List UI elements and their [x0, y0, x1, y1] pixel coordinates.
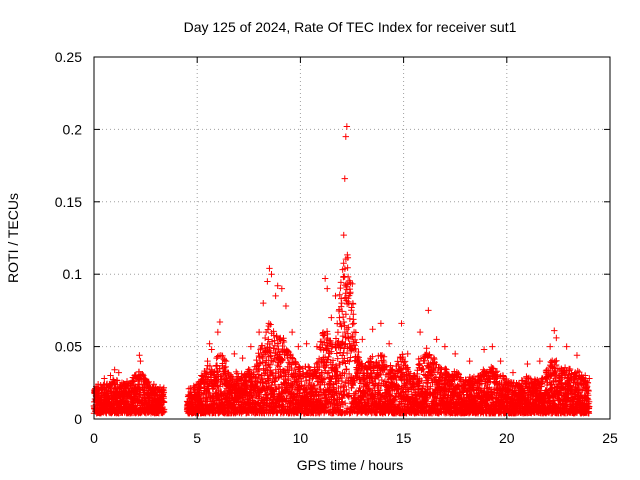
data-point	[219, 352, 226, 360]
data-point	[319, 329, 327, 336]
data-point	[130, 378, 137, 385]
data-point	[423, 345, 430, 352]
data-point	[347, 354, 354, 361]
data-point	[222, 363, 229, 371]
data-point	[333, 350, 340, 357]
grid-lines	[94, 57, 610, 419]
data-point	[214, 353, 221, 360]
data-points	[90, 123, 593, 417]
data-point	[160, 398, 168, 406]
data-point	[160, 406, 168, 413]
data-point	[200, 380, 207, 387]
data-point	[221, 357, 228, 364]
data-point	[261, 334, 269, 342]
data-point	[229, 373, 237, 381]
data-point	[160, 407, 167, 415]
data-point	[334, 329, 342, 336]
data-point	[208, 367, 216, 375]
data-point	[146, 383, 153, 391]
data-point	[219, 360, 226, 367]
data-point	[336, 314, 343, 321]
data-point	[326, 350, 333, 357]
data-point	[336, 291, 343, 298]
data-point	[190, 382, 198, 390]
data-point	[203, 368, 211, 376]
chart-title: Day 125 of 2024, Rate Of TEC Index for r…	[184, 19, 517, 35]
data-point	[139, 371, 146, 378]
data-point	[337, 284, 344, 292]
data-point	[206, 362, 214, 370]
data-point	[350, 320, 358, 327]
data-point	[160, 384, 168, 391]
